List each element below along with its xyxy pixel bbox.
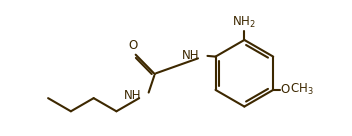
Text: NH: NH (182, 49, 200, 62)
Text: NH$_2$: NH$_2$ (232, 15, 256, 30)
Text: NH: NH (124, 89, 141, 102)
Text: O: O (281, 83, 290, 96)
Text: O: O (128, 39, 138, 52)
Text: CH$_3$: CH$_3$ (290, 82, 314, 98)
